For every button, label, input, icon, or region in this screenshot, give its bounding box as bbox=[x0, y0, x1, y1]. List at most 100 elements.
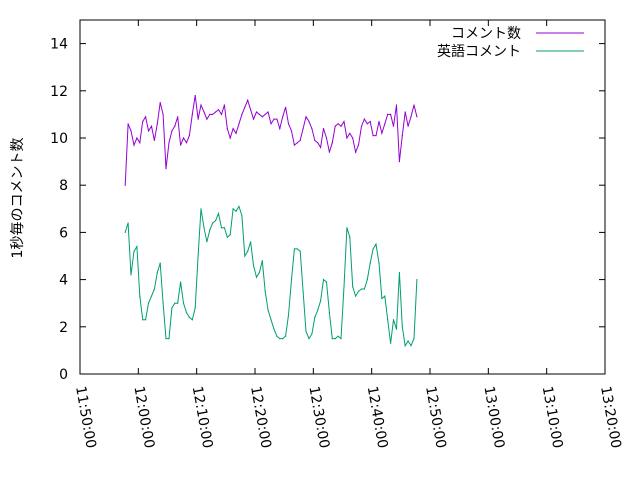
data-point bbox=[212, 222, 214, 224]
data-point bbox=[311, 128, 313, 130]
data-point bbox=[252, 264, 255, 266]
data-point bbox=[349, 236, 351, 238]
series-line-1 bbox=[124, 95, 418, 186]
x-tick-label: 12:30:00 bbox=[305, 385, 332, 450]
data-point bbox=[165, 168, 167, 170]
data-point bbox=[273, 328, 275, 330]
data-point bbox=[130, 274, 132, 276]
data-point bbox=[293, 144, 295, 146]
data-point bbox=[384, 123, 386, 125]
data-point bbox=[276, 335, 278, 337]
series-line-2 bbox=[124, 205, 418, 348]
data-point bbox=[258, 271, 260, 274]
data-point bbox=[305, 330, 307, 333]
data-point bbox=[197, 118, 199, 120]
data-point bbox=[404, 111, 406, 113]
data-point bbox=[352, 286, 354, 288]
data-point bbox=[375, 243, 377, 245]
data-point bbox=[372, 135, 374, 137]
data-point bbox=[232, 208, 234, 210]
data-point bbox=[357, 144, 360, 146]
data-point bbox=[337, 335, 339, 337]
legend-label-1: コメント数 bbox=[451, 26, 521, 42]
data-point bbox=[150, 125, 153, 127]
data-point bbox=[404, 345, 406, 347]
data-point bbox=[372, 248, 374, 250]
data-point bbox=[162, 302, 164, 304]
data-point bbox=[282, 116, 284, 118]
x-tick-label: 12:00:00 bbox=[130, 385, 157, 450]
data-point bbox=[235, 132, 237, 134]
x-tick-label: 13:20:00 bbox=[597, 385, 624, 450]
data-point bbox=[390, 113, 392, 115]
data-point bbox=[366, 123, 368, 125]
data-point bbox=[270, 319, 272, 321]
data-point bbox=[124, 184, 126, 186]
data-point bbox=[130, 130, 132, 132]
data-point bbox=[279, 338, 281, 340]
data-point bbox=[416, 279, 418, 281]
data-point bbox=[401, 135, 403, 137]
data-point bbox=[194, 94, 196, 97]
data-point bbox=[314, 316, 316, 318]
data-point bbox=[343, 120, 345, 123]
data-point bbox=[180, 281, 182, 283]
data-point bbox=[363, 118, 365, 120]
data-point bbox=[156, 123, 158, 125]
data-point bbox=[325, 137, 328, 139]
data-point bbox=[331, 338, 333, 340]
data-point bbox=[145, 116, 147, 118]
data-point bbox=[381, 297, 383, 300]
data-point bbox=[285, 106, 287, 108]
data-point bbox=[220, 227, 223, 229]
data-point bbox=[334, 338, 336, 340]
data-point bbox=[185, 142, 188, 144]
data-point bbox=[340, 125, 342, 127]
data-point bbox=[328, 151, 330, 153]
data-point bbox=[302, 290, 304, 292]
data-point bbox=[322, 279, 325, 281]
data-point bbox=[346, 137, 348, 139]
data-point bbox=[238, 123, 240, 125]
data-point bbox=[177, 302, 179, 304]
data-point bbox=[410, 116, 412, 118]
data-point bbox=[305, 116, 307, 118]
data-point bbox=[369, 262, 371, 264]
x-axis: 11:50:00 12:00:00 12:10:00 12:20:00 12:30:00… bbox=[72, 20, 624, 450]
data-point bbox=[241, 113, 243, 115]
data-point bbox=[287, 314, 290, 316]
data-point bbox=[250, 241, 252, 243]
data-point bbox=[258, 113, 260, 115]
data-point bbox=[238, 205, 240, 207]
data-point bbox=[191, 113, 193, 115]
data-point bbox=[355, 151, 357, 153]
data-point bbox=[387, 319, 389, 321]
y-tick-label: 6 bbox=[59, 225, 68, 241]
data-point bbox=[314, 139, 316, 141]
data-point bbox=[299, 250, 301, 252]
data-point bbox=[124, 231, 126, 233]
data-point bbox=[203, 111, 205, 113]
data-point bbox=[413, 104, 415, 106]
y-axis: 0 2 4 6 8 10 12 14 bbox=[50, 37, 605, 383]
data-point bbox=[381, 132, 383, 134]
data-point bbox=[331, 142, 333, 144]
data-point bbox=[235, 210, 237, 212]
data-point bbox=[159, 262, 161, 264]
data-point bbox=[139, 295, 141, 297]
data-point bbox=[133, 144, 135, 146]
data-point bbox=[261, 116, 263, 118]
y-tick-label: 4 bbox=[59, 273, 68, 289]
plot-frame bbox=[79, 19, 606, 375]
x-tick-label: 13:00:00 bbox=[480, 385, 507, 450]
data-point bbox=[139, 142, 141, 144]
data-point bbox=[244, 106, 246, 108]
data-point bbox=[355, 295, 357, 297]
data-point bbox=[147, 302, 150, 304]
data-point bbox=[206, 241, 208, 243]
data-point bbox=[217, 109, 220, 111]
data-point bbox=[346, 227, 348, 229]
data-point bbox=[252, 118, 255, 120]
data-point bbox=[153, 288, 155, 290]
data-point bbox=[352, 137, 354, 139]
